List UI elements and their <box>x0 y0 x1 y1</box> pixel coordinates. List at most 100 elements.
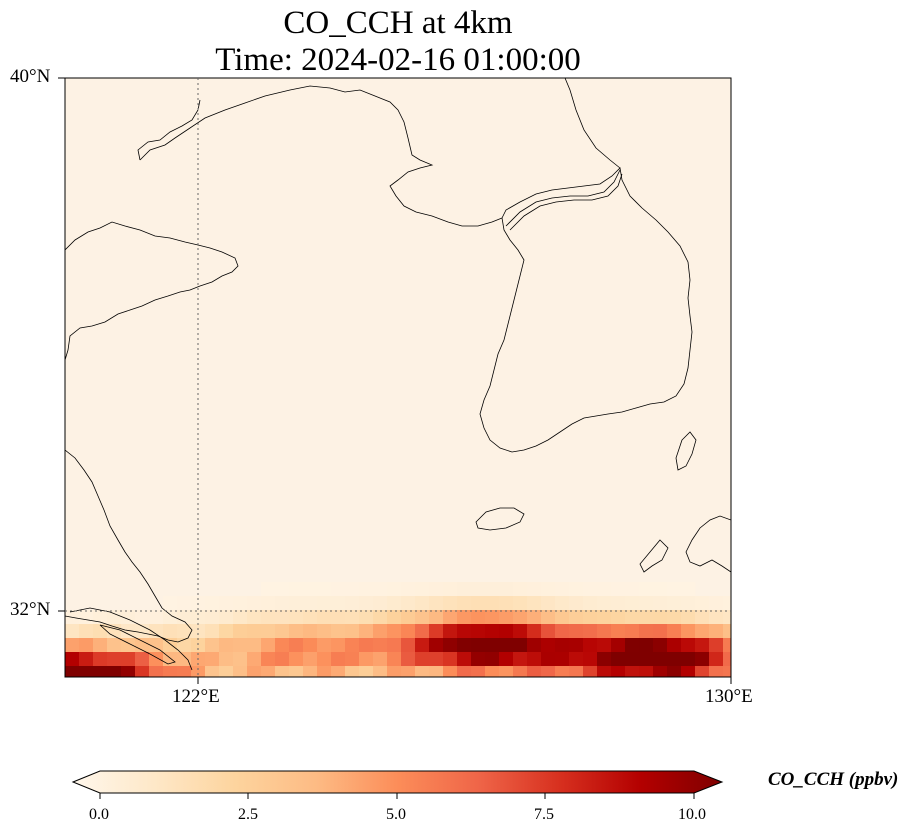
field-cell <box>541 624 556 639</box>
field-cell <box>569 652 584 667</box>
field-cell <box>485 596 500 611</box>
field-cell <box>401 624 416 639</box>
field-cell <box>415 582 430 597</box>
field-cell <box>359 582 374 597</box>
field-cell <box>541 582 556 597</box>
field-cell <box>93 638 108 653</box>
field-cell <box>121 652 136 667</box>
field-cell <box>219 596 234 611</box>
field-cell <box>625 638 640 653</box>
field-cell <box>457 582 472 597</box>
field-cell <box>485 652 500 667</box>
field-cell <box>429 666 444 677</box>
field-cell <box>513 638 528 653</box>
field-cell <box>415 652 430 667</box>
field-cell <box>513 652 528 667</box>
field-cell <box>191 624 206 639</box>
field-cell <box>443 596 458 611</box>
colorbar-label: CO_CCH (ppbv) <box>768 769 899 790</box>
field-cell <box>359 610 374 625</box>
field-cell <box>331 638 346 653</box>
field-cell <box>415 610 430 625</box>
field-cell <box>513 582 528 597</box>
field-cell <box>261 666 276 677</box>
field-cell <box>527 582 542 597</box>
field-cell <box>359 652 374 667</box>
field-cell <box>499 582 514 597</box>
field-cell <box>611 624 626 639</box>
field-cell <box>415 624 430 639</box>
field-cell <box>359 666 374 677</box>
field-cell <box>289 582 304 597</box>
field-cell <box>205 666 220 677</box>
field-cell <box>331 596 346 611</box>
field-cell <box>289 666 304 677</box>
field-cell <box>597 582 612 597</box>
field-cell <box>135 652 150 667</box>
field-cell <box>555 666 570 677</box>
field-cell <box>639 596 654 611</box>
field-cell <box>583 596 598 611</box>
field-cell <box>359 596 374 611</box>
field-cell <box>149 666 164 677</box>
field-cell <box>303 638 318 653</box>
lat-tick-label-32: 32°N <box>10 599 51 620</box>
field-cell <box>513 624 528 639</box>
field-cell <box>429 624 444 639</box>
field-cell <box>611 596 626 611</box>
field-cell <box>695 624 710 639</box>
field-cell <box>373 582 388 597</box>
colorbar-tick-label: 10.0 <box>678 806 706 823</box>
field-cell <box>331 624 346 639</box>
field-cell <box>107 666 122 677</box>
colorbar <box>71 770 724 794</box>
colorbar-tick-label: 5.0 <box>386 806 406 823</box>
field-cell <box>149 652 164 667</box>
field-cell <box>317 666 332 677</box>
field-cell <box>681 596 696 611</box>
field-cell <box>121 624 136 639</box>
field-cell <box>261 624 276 639</box>
boundary-line <box>505 169 621 227</box>
field-cell <box>597 652 612 667</box>
field-cell <box>723 638 731 653</box>
field-cell <box>569 624 584 639</box>
field-cell <box>289 610 304 625</box>
field-cell <box>387 596 402 611</box>
field-cell <box>667 596 682 611</box>
field-cell <box>331 652 346 667</box>
field-cell <box>219 610 234 625</box>
lon-tick-label-122: 122°E <box>172 686 220 707</box>
field-cell <box>233 652 248 667</box>
field-cell <box>317 638 332 653</box>
field-cell <box>107 638 122 653</box>
field-cell <box>331 666 346 677</box>
field-cell <box>135 666 150 677</box>
field-cell <box>667 652 682 667</box>
field-cell <box>93 652 108 667</box>
field-cell <box>653 624 668 639</box>
field-cell <box>681 610 696 625</box>
field-cell <box>695 610 710 625</box>
field-cell <box>65 652 80 667</box>
field-cell <box>569 582 584 597</box>
field-cell <box>457 638 472 653</box>
colorbar-tick-label: 0.0 <box>89 806 109 823</box>
field-cell <box>499 624 514 639</box>
colorbar-tick-label: 7.5 <box>534 806 554 823</box>
field-cell <box>471 624 486 639</box>
field-cell <box>345 596 360 611</box>
field-cell <box>611 582 626 597</box>
field-cell <box>261 652 276 667</box>
field-cell <box>205 596 220 611</box>
field-cell <box>485 582 500 597</box>
field-cell <box>401 582 416 597</box>
field-cell <box>79 666 94 677</box>
field-cell <box>317 652 332 667</box>
field-cell <box>303 666 318 677</box>
field-cell <box>331 610 346 625</box>
field-cell <box>345 610 360 625</box>
field-cell <box>415 596 430 611</box>
map-subtitle-time: Time: 2024-02-16 01:00:00 <box>215 42 581 78</box>
coastline-yangtze <box>69 607 193 671</box>
